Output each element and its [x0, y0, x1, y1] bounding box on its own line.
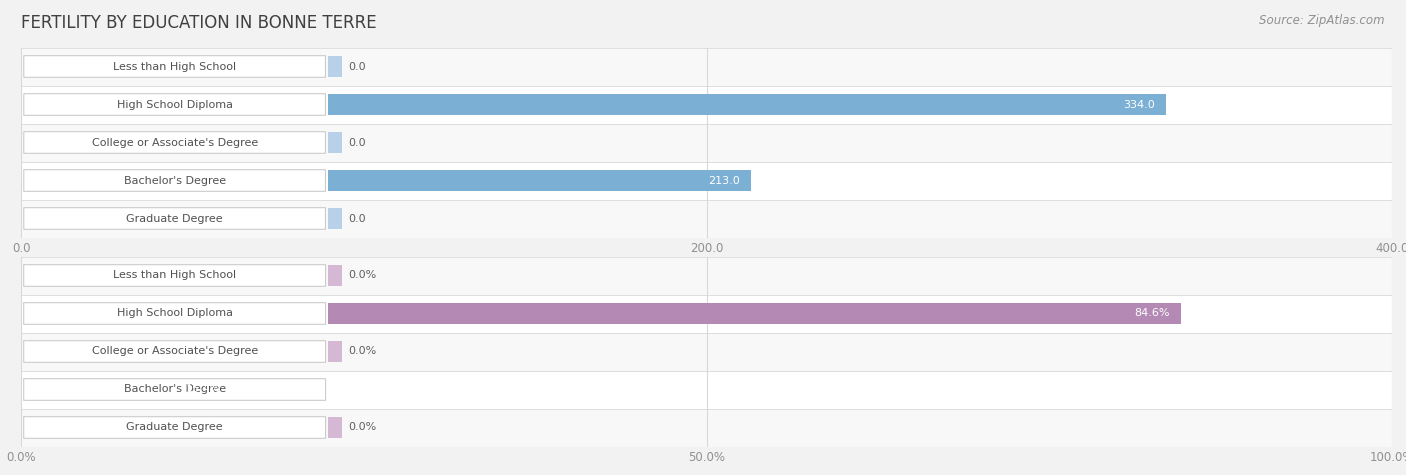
Bar: [21, 200, 1392, 238]
FancyBboxPatch shape: [24, 379, 326, 400]
FancyBboxPatch shape: [24, 303, 326, 324]
FancyBboxPatch shape: [24, 417, 326, 438]
Bar: [328, 265, 342, 286]
Bar: [328, 303, 1181, 324]
Text: 213.0: 213.0: [709, 175, 740, 186]
FancyBboxPatch shape: [24, 94, 325, 115]
Bar: [328, 417, 342, 438]
Text: College or Associate's Degree: College or Associate's Degree: [91, 346, 257, 357]
Bar: [328, 132, 342, 153]
Bar: [21, 332, 1392, 371]
Text: High School Diploma: High School Diploma: [117, 99, 232, 110]
Bar: [328, 341, 342, 362]
Text: High School Diploma: High School Diploma: [117, 308, 232, 319]
FancyBboxPatch shape: [24, 265, 326, 286]
Text: 0.0: 0.0: [349, 213, 367, 224]
Text: 15.4%: 15.4%: [186, 384, 221, 395]
Text: Less than High School: Less than High School: [112, 61, 236, 72]
FancyBboxPatch shape: [24, 56, 325, 77]
Text: 0.0%: 0.0%: [349, 346, 377, 357]
Text: 334.0: 334.0: [1123, 99, 1154, 110]
FancyBboxPatch shape: [24, 341, 326, 362]
Bar: [21, 294, 1392, 332]
Text: 84.6%: 84.6%: [1135, 308, 1170, 319]
Bar: [21, 48, 1392, 86]
Bar: [328, 56, 342, 77]
Bar: [21, 370, 1392, 408]
Text: College or Associate's Degree: College or Associate's Degree: [91, 137, 257, 148]
Bar: [21, 256, 1392, 294]
Text: FERTILITY BY EDUCATION IN BONNE TERRE: FERTILITY BY EDUCATION IN BONNE TERRE: [21, 14, 377, 32]
Bar: [21, 162, 1392, 199]
Text: Bachelor's Degree: Bachelor's Degree: [124, 384, 226, 395]
Text: 0.0%: 0.0%: [349, 422, 377, 433]
Text: 0.0: 0.0: [349, 61, 367, 72]
FancyBboxPatch shape: [24, 170, 325, 191]
Bar: [21, 86, 1392, 124]
Bar: [328, 170, 751, 191]
Bar: [328, 94, 1166, 115]
FancyBboxPatch shape: [24, 132, 325, 153]
Text: Graduate Degree: Graduate Degree: [127, 422, 224, 433]
Text: Bachelor's Degree: Bachelor's Degree: [124, 175, 226, 186]
Text: Graduate Degree: Graduate Degree: [127, 213, 224, 224]
FancyBboxPatch shape: [24, 208, 325, 229]
Bar: [21, 408, 1392, 446]
Text: Less than High School: Less than High School: [112, 270, 236, 281]
Bar: [21, 124, 1392, 162]
Text: Source: ZipAtlas.com: Source: ZipAtlas.com: [1260, 14, 1385, 27]
Bar: [328, 208, 342, 229]
Text: 0.0: 0.0: [349, 137, 367, 148]
Text: 0.0%: 0.0%: [349, 270, 377, 281]
